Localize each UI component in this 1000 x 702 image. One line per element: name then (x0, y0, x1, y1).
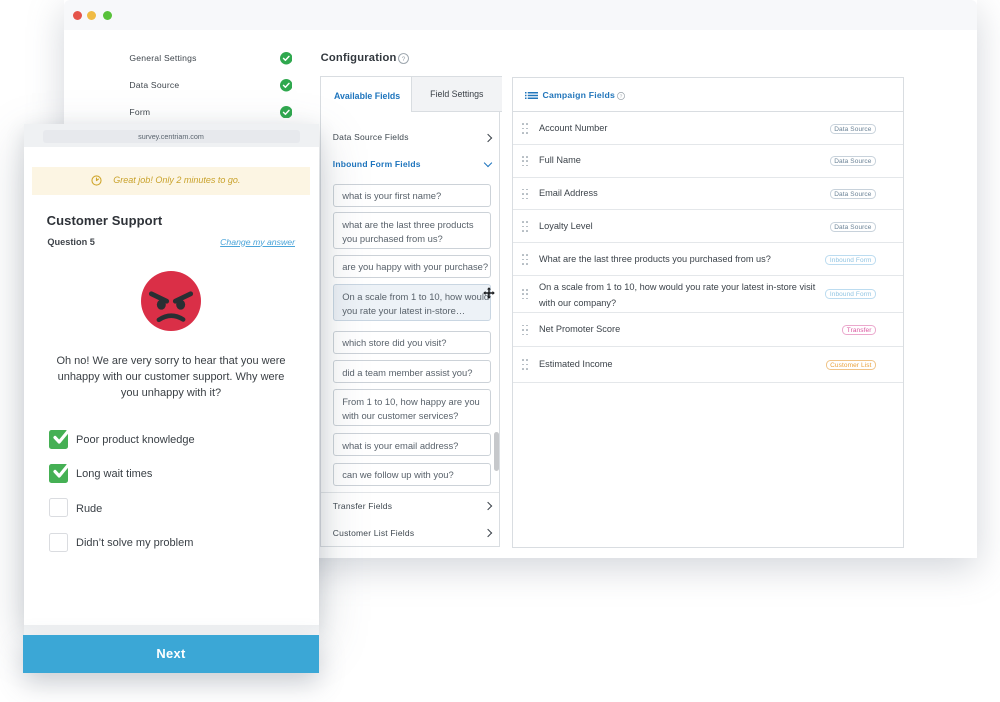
svg-text:?: ? (402, 56, 406, 63)
svg-text:?: ? (620, 94, 623, 100)
